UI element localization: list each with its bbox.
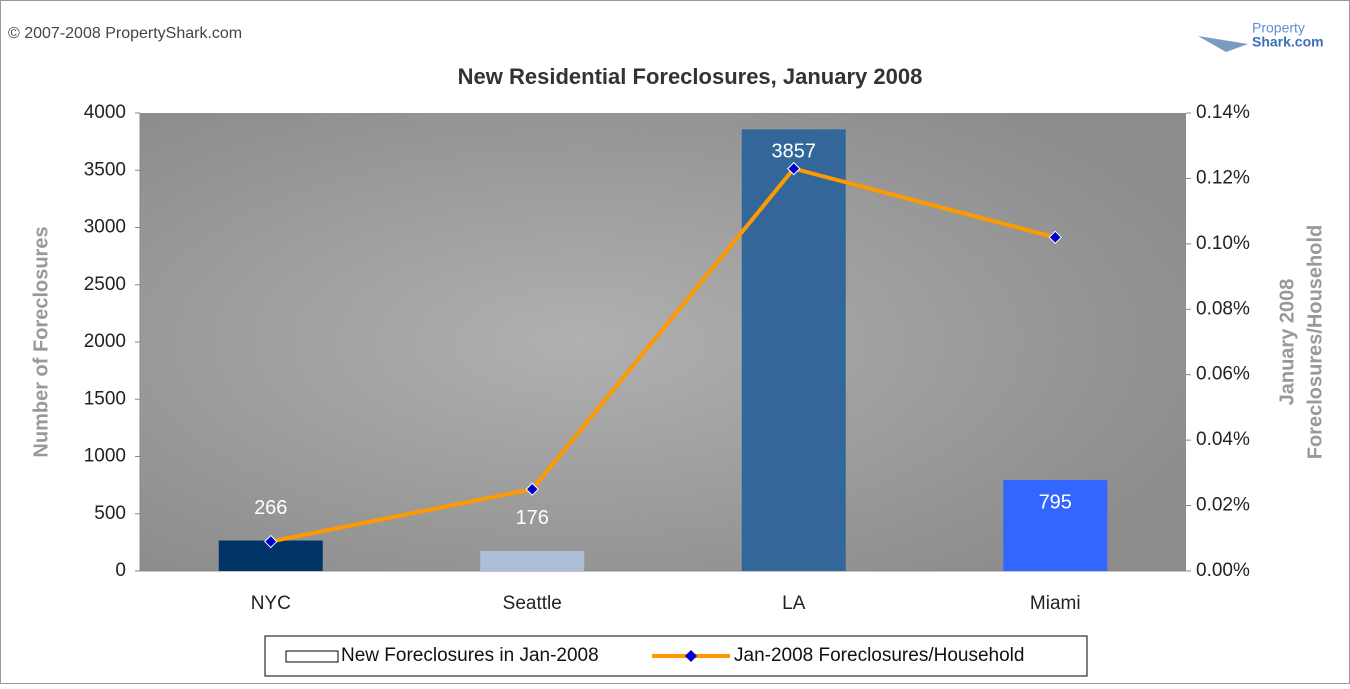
- y-tick-label: 500: [94, 503, 126, 524]
- y-tick-label: 3500: [84, 159, 126, 180]
- bar-value-label: 266: [254, 497, 287, 519]
- y2-tick-label: 0.02%: [1196, 495, 1250, 516]
- logo: Property Shark.com: [1198, 20, 1324, 52]
- logo-text: Shark.com: [1252, 34, 1324, 50]
- legend-swatch: [285, 650, 339, 663]
- y-tick-label: 4000: [84, 102, 126, 123]
- x-tick-label: LA: [782, 593, 806, 614]
- logo-text: Property: [1252, 20, 1305, 36]
- bar: [480, 550, 585, 571]
- y2-tick-label: 0.00%: [1196, 560, 1250, 581]
- y2-tick-label: 0.08%: [1196, 298, 1250, 319]
- y-tick-label: 1500: [84, 388, 126, 409]
- y-tick-label: 2500: [84, 274, 126, 295]
- y2-tick-label: 0.06%: [1196, 364, 1250, 385]
- y2-axis-label: January 2008: [1276, 279, 1298, 406]
- y2-tick-label: 0.12%: [1196, 167, 1250, 188]
- line-marker: [264, 534, 278, 549]
- y2-tick-label: 0.10%: [1196, 233, 1250, 254]
- y-tick-label: 0: [115, 560, 126, 581]
- line-marker: [787, 161, 801, 176]
- x-tick-label: Miami: [1030, 593, 1081, 614]
- bar-value-label: 176: [516, 507, 549, 529]
- chart-title: New Residential Foreclosures, January 20…: [458, 64, 923, 89]
- line: [270, 166, 1056, 544]
- x-tick-label: NYC: [251, 593, 291, 614]
- legend-label: Jan-2008 Foreclosures/Household: [734, 645, 1024, 666]
- line-marker: [525, 482, 539, 496]
- bar-value-label: 795: [1039, 491, 1072, 513]
- legend-marker: [685, 650, 697, 662]
- bar: [741, 129, 846, 571]
- y2-tick-label: 0.14%: [1196, 102, 1250, 123]
- bar-value-label: 3857: [772, 141, 817, 163]
- line-marker: [1048, 230, 1062, 245]
- y2-axis-label: Foreclosures/Household: [1304, 225, 1326, 460]
- legend-label: New Foreclosures in Jan-2008: [341, 645, 599, 666]
- y-tick-label: 1000: [84, 446, 126, 467]
- y-tick-label: 3000: [84, 217, 126, 238]
- x-tick-label: Seattle: [503, 593, 562, 614]
- y2-tick-label: 0.04%: [1196, 429, 1250, 450]
- bar: [1003, 479, 1108, 571]
- y-tick-label: 2000: [84, 331, 126, 352]
- copyright: © 2007-2008 PropertyShark.com: [8, 25, 242, 42]
- y-axis-label: Number of Foreclosures: [30, 226, 52, 457]
